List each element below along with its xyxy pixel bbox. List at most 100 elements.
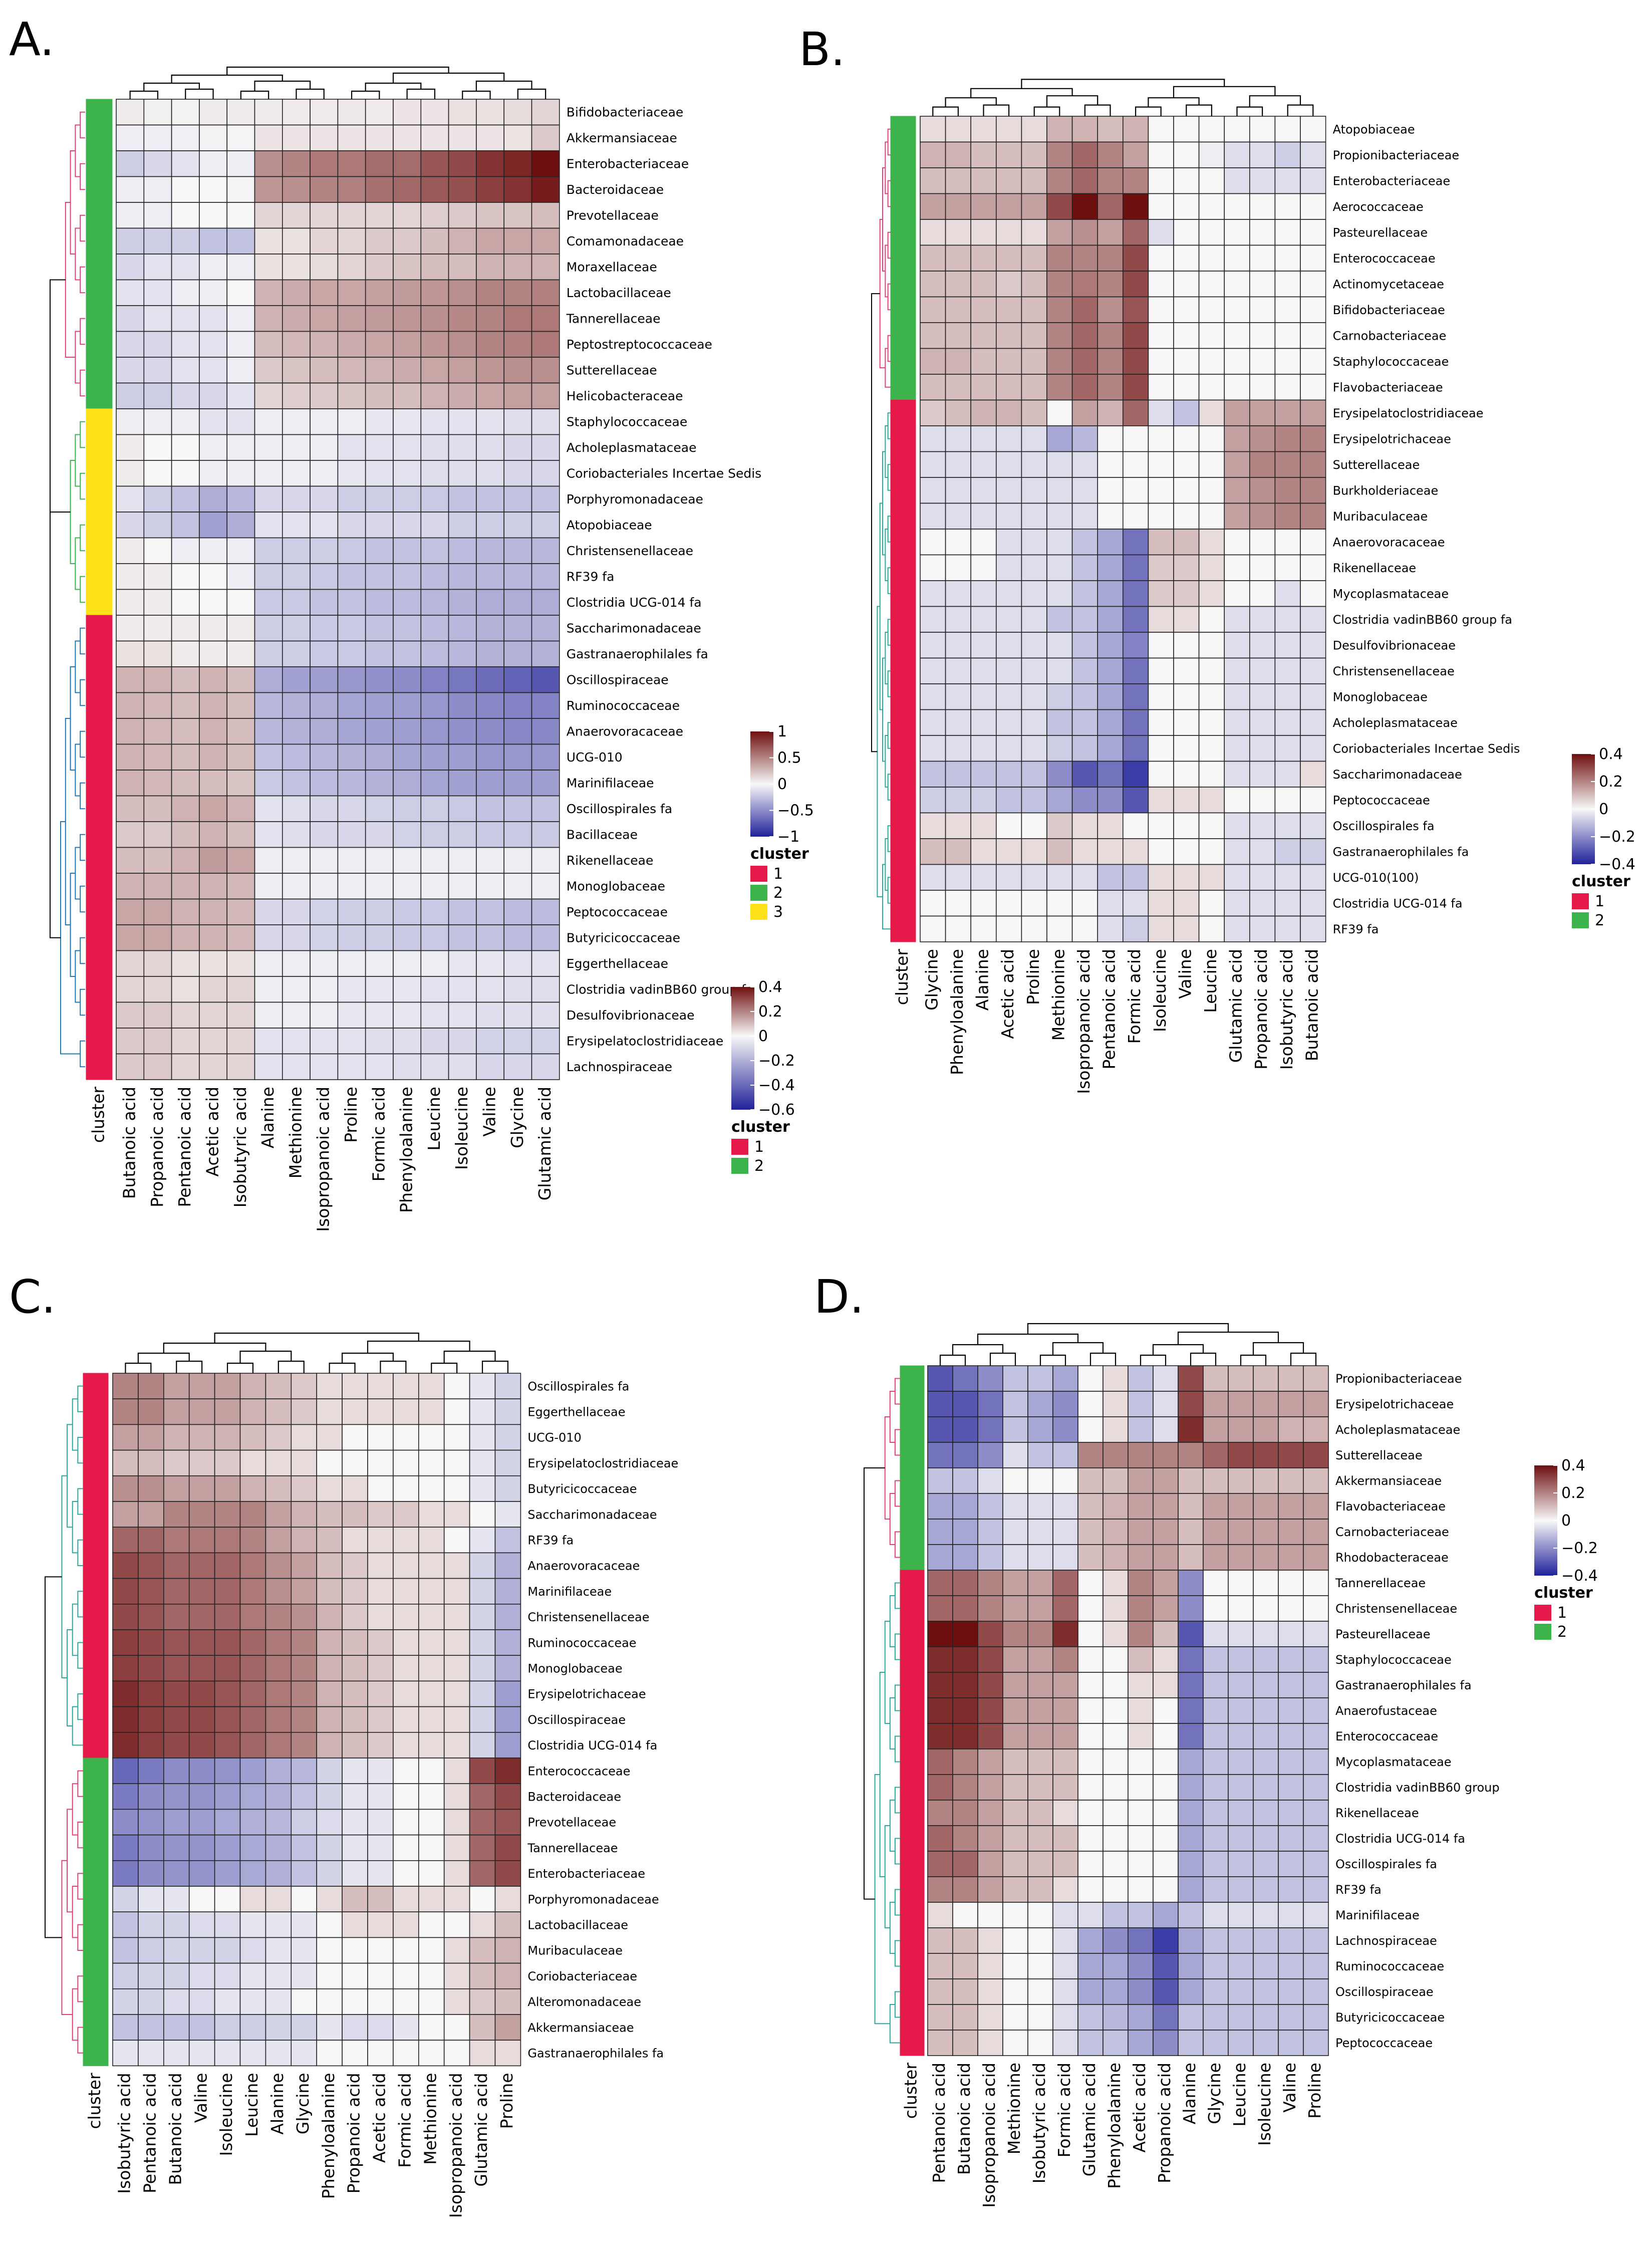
heatmap-cell — [316, 1629, 343, 1656]
heatmap-cell — [265, 1527, 292, 1554]
heatmap-cell — [448, 357, 477, 384]
heatmap-cell — [199, 666, 227, 693]
heatmap-cell — [503, 666, 532, 693]
heatmap-cell — [171, 666, 200, 693]
heatmap-cell — [503, 1028, 532, 1055]
heatmap-cell — [112, 1860, 139, 1887]
heatmap-cell — [1128, 1927, 1154, 1954]
heatmap-cell — [1027, 1493, 1053, 1520]
heatmap-cell — [1077, 1723, 1104, 1749]
heatmap-cell — [1253, 1391, 1279, 1417]
heatmap-cell — [1097, 709, 1124, 736]
heatmap-cell — [1103, 1748, 1129, 1775]
heatmap-cell — [494, 1911, 521, 1938]
heatmap-cell — [1228, 1493, 1254, 1520]
heatmap-cell — [367, 1680, 394, 1707]
heatmap-cell — [1203, 1416, 1229, 1443]
heatmap-cell — [1103, 1544, 1129, 1571]
heatmap-cell — [214, 2014, 241, 2041]
heatmap-cell — [1228, 1391, 1254, 1417]
heatmap-cell — [996, 271, 1022, 298]
heatmap-cell — [112, 1732, 139, 1758]
heatmap-cell — [1148, 477, 1174, 504]
heatmap-cell — [163, 1860, 190, 1887]
heatmap-cell — [970, 890, 997, 917]
heatmap-cell — [1249, 502, 1276, 530]
heatmap-cell — [1224, 580, 1250, 607]
heatmap-cell — [226, 1028, 255, 1055]
heatmap-cell — [1002, 1800, 1028, 1826]
heatmap-cell — [1300, 915, 1326, 942]
heatmap-cell — [1128, 1800, 1154, 1826]
heatmap-cell — [418, 1783, 445, 1810]
heatmap-cell — [476, 743, 505, 771]
color-scale-label: −0.2 — [1561, 1540, 1598, 1557]
heatmap-cell — [1071, 193, 1098, 220]
heatmap-cell — [1052, 1493, 1078, 1520]
row-dendrogram-branch — [80, 1040, 85, 1068]
heatmap-cell — [393, 640, 422, 667]
heatmap-cell — [291, 1578, 317, 1605]
heatmap-cell — [476, 434, 505, 461]
heatmap-cell — [1052, 1876, 1078, 1903]
heatmap-cell — [1097, 374, 1124, 401]
row-dendrogram-branch — [77, 1591, 83, 1618]
heatmap-cell — [531, 589, 560, 616]
heatmap-cell — [927, 1467, 953, 1494]
heatmap-cell — [1128, 1442, 1154, 1468]
heatmap-cell — [171, 227, 200, 255]
heatmap-cell — [1249, 657, 1276, 684]
heatmap-cell — [265, 1706, 292, 1733]
column-label: Acetic acid — [998, 949, 1017, 1039]
heatmap-cell — [1153, 1723, 1179, 1749]
heatmap-cell — [226, 408, 255, 435]
heatmap-cell — [443, 1783, 470, 1810]
heatmap-cell — [1046, 709, 1073, 736]
heatmap-cell — [1071, 219, 1098, 246]
heatmap-cell — [996, 296, 1022, 323]
heatmap-cell — [1128, 1621, 1154, 1647]
heatmap-cell — [112, 1527, 139, 1554]
cluster-cell — [86, 976, 113, 1002]
heatmap-cell — [226, 434, 255, 461]
heatmap-cell — [138, 1860, 164, 1887]
heatmap-cell — [1224, 554, 1250, 581]
heatmap-cell — [952, 1825, 978, 1852]
row-label: Sutterellaceae — [1335, 1448, 1423, 1462]
heatmap-cell — [977, 1595, 1003, 1622]
row-label: Peptococcaceae — [567, 905, 668, 919]
heatmap-cell — [138, 1988, 164, 2015]
heatmap-cell — [342, 1886, 368, 1913]
cluster-cell — [86, 770, 113, 796]
cluster-cell — [86, 924, 113, 951]
heatmap-cell — [1123, 271, 1149, 298]
heatmap-cell — [1052, 1365, 1078, 1392]
heatmap-cell — [1153, 1953, 1179, 1979]
heatmap-cell — [469, 1757, 496, 1785]
heatmap-cell — [503, 1001, 532, 1029]
heatmap-cell — [970, 812, 997, 839]
heatmap-cell — [1103, 1519, 1129, 1545]
row-dendrogram-branch — [80, 576, 85, 603]
cluster-cell — [890, 761, 916, 788]
heatmap-cell — [239, 1527, 266, 1554]
row-label: Oscillospirales fa — [567, 802, 672, 816]
heatmap-cell — [920, 864, 946, 891]
heatmap-cell — [1097, 890, 1124, 917]
heatmap-cell — [291, 1937, 317, 1964]
heatmap-cell — [1103, 1416, 1129, 1443]
heatmap-cell — [970, 838, 997, 865]
heatmap-cell — [138, 1527, 164, 1554]
heatmap-cell — [476, 898, 505, 925]
heatmap-cell — [282, 382, 311, 409]
heatmap-cell — [945, 606, 971, 633]
heatmap-cell — [1097, 632, 1124, 659]
heatmap-cell — [1300, 425, 1326, 452]
heatmap-cell — [494, 1886, 521, 1913]
heatmap-cell — [393, 2040, 419, 2067]
heatmap-cell — [1303, 1953, 1329, 1979]
heatmap-cell — [116, 382, 145, 409]
heatmap-cell — [418, 1937, 445, 1964]
heatmap-cell — [469, 1424, 496, 1451]
heatmap-cell — [254, 795, 283, 822]
